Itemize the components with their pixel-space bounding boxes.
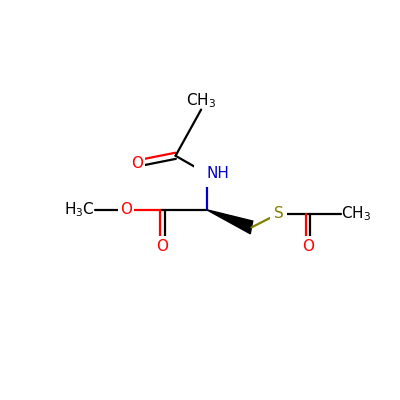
Polygon shape bbox=[206, 210, 253, 234]
Text: O: O bbox=[120, 202, 132, 217]
Text: CH$_3$: CH$_3$ bbox=[186, 91, 216, 110]
FancyBboxPatch shape bbox=[128, 151, 145, 176]
Text: NH: NH bbox=[206, 166, 230, 181]
Text: S: S bbox=[274, 206, 284, 221]
FancyBboxPatch shape bbox=[194, 160, 219, 187]
FancyBboxPatch shape bbox=[300, 236, 316, 258]
Text: H$_3$C: H$_3$C bbox=[64, 200, 95, 219]
Text: O: O bbox=[156, 239, 168, 254]
FancyBboxPatch shape bbox=[270, 202, 287, 226]
FancyBboxPatch shape bbox=[118, 199, 134, 221]
Text: CH$_3$: CH$_3$ bbox=[341, 204, 371, 223]
Text: O: O bbox=[131, 156, 143, 171]
Text: O: O bbox=[302, 239, 314, 254]
FancyBboxPatch shape bbox=[155, 236, 170, 258]
